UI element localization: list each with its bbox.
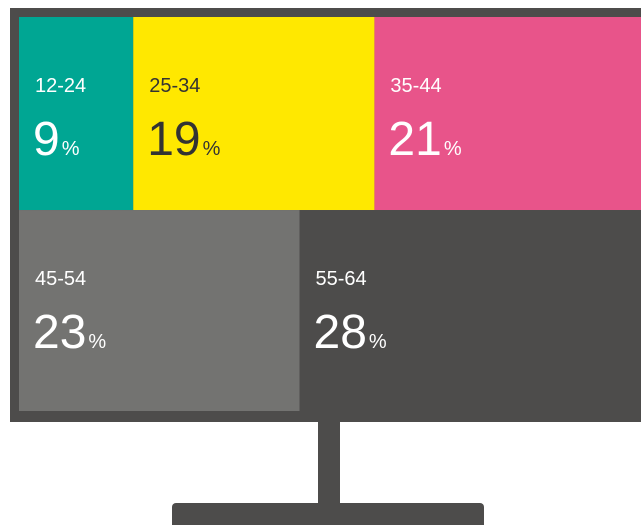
value-number: 23: [33, 306, 86, 359]
monitor-neck: [318, 422, 340, 506]
value-number: 21: [388, 113, 441, 166]
tile: [133, 17, 375, 211]
tile-label: 55-64: [316, 268, 367, 290]
tile-label: 25-34: [149, 75, 200, 97]
value-number: 9: [33, 113, 60, 166]
tile-label: 45-54: [35, 268, 86, 290]
tile: [19, 17, 134, 211]
tile-value: 28%: [314, 306, 387, 359]
value-number: 19: [147, 113, 200, 166]
tile: [299, 210, 641, 411]
tile-value: 19%: [147, 113, 220, 166]
value-number: 28: [314, 306, 367, 359]
tile-value: 9%: [33, 113, 80, 166]
value-unit: %: [88, 331, 106, 353]
tile: [19, 210, 300, 411]
value-unit: %: [203, 138, 221, 160]
monitor-base: [172, 503, 484, 525]
tile-value: 21%: [388, 113, 461, 166]
tile: [374, 17, 641, 211]
tile-label: 12-24: [35, 75, 86, 97]
tile-value: 23%: [33, 306, 106, 359]
value-unit: %: [62, 138, 80, 160]
value-unit: %: [444, 138, 462, 160]
tile-label: 35-44: [390, 75, 441, 97]
value-unit: %: [369, 331, 387, 353]
